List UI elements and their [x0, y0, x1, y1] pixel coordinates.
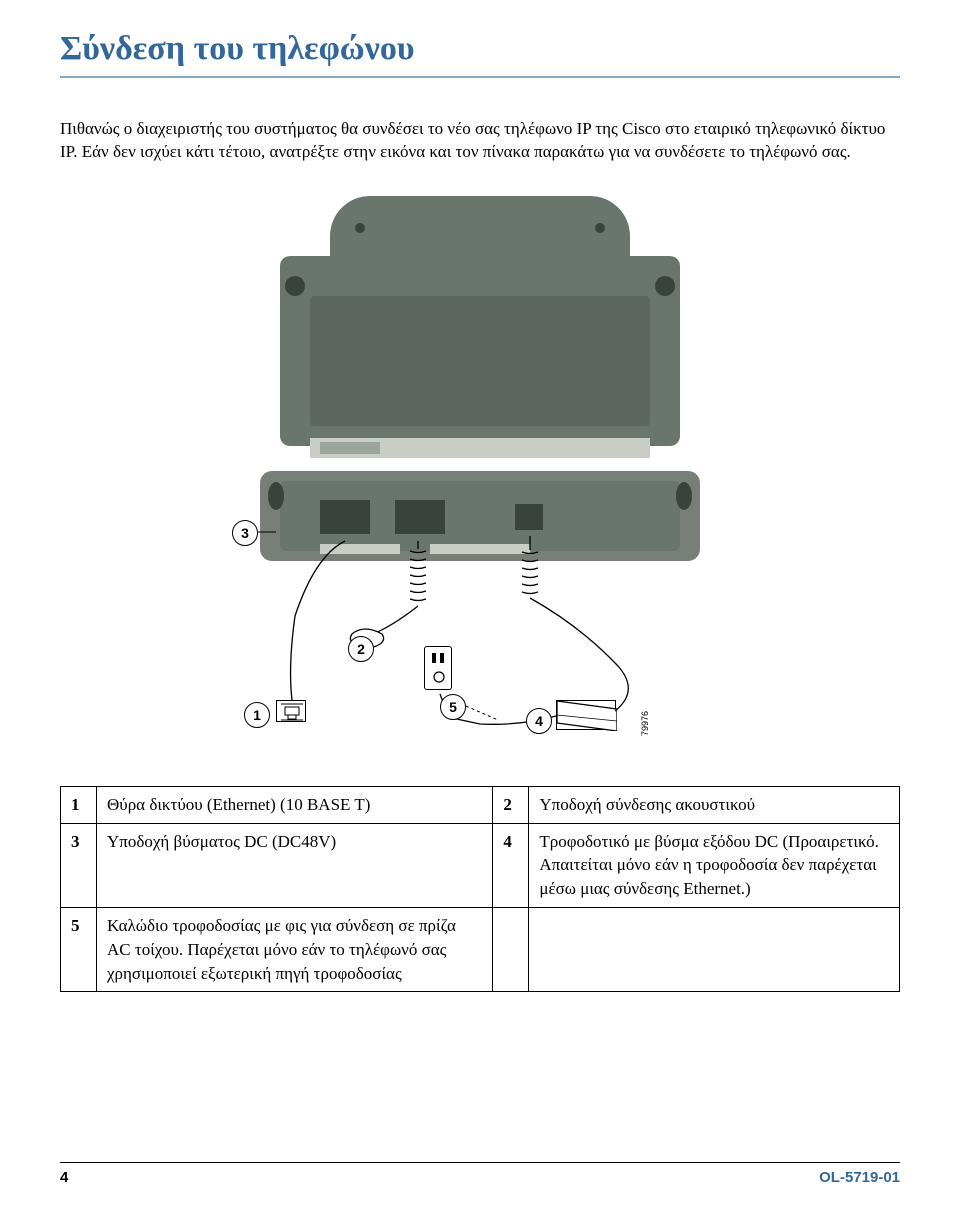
figure-id-label: 79976 [640, 711, 650, 736]
ref-text: Τροφοδοτικό με βύσμα εξόδου DC (Προαιρετ… [529, 823, 900, 907]
ref-num: 1 [61, 786, 97, 823]
table-row: 5 Καλώδιο τροφοδοσίας με φις για σύνδεση… [61, 908, 900, 992]
connection-diagram: 3 2 1 5 4 79976 [220, 196, 740, 756]
document-id: OL-5719-01 [819, 1169, 900, 1186]
callout-1: 1 [244, 702, 270, 728]
ref-text: Υποδοχή σύνδεσης ακουστικού [529, 786, 900, 823]
callout-4: 4 [526, 708, 552, 734]
ac-plug-icon [424, 646, 452, 690]
ref-num: 5 [61, 908, 97, 992]
ref-text: Θύρα δικτύου (Ethernet) (10 BASE T) [97, 786, 493, 823]
ref-text: Υποδοχή βύσματος DC (DC48V) [97, 823, 493, 907]
ref-num: 2 [493, 786, 529, 823]
table-row: 1 Θύρα δικτύου (Ethernet) (10 BASE T) 2 … [61, 786, 900, 823]
power-adapter-icon [556, 700, 616, 730]
ref-text [529, 908, 900, 992]
callout-5: 5 [440, 694, 466, 720]
intro-paragraph: Πιθανώς ο διαχειριστής του συστήματος θα… [60, 118, 900, 164]
page-number: 4 [60, 1169, 68, 1186]
ref-num [493, 908, 529, 992]
title-rule [60, 76, 900, 78]
ref-text: Καλώδιο τροφοδοσίας με φις για σύνδεση σ… [97, 908, 493, 992]
network-jack-icon [276, 700, 306, 722]
reference-table: 1 Θύρα δικτύου (Ethernet) (10 BASE T) 2 … [60, 786, 900, 993]
ref-num: 3 [61, 823, 97, 907]
page-footer: 4 OL-5719-01 [60, 1162, 900, 1186]
callout-2: 2 [348, 636, 374, 662]
callout-3: 3 [232, 520, 258, 546]
table-row: 3 Υποδοχή βύσματος DC (DC48V) 4 Τροφοδοτ… [61, 823, 900, 907]
page-title: Σύνδεση του τηλεφώνου [60, 30, 900, 68]
ref-num: 4 [493, 823, 529, 907]
phone-illustration [260, 196, 700, 576]
